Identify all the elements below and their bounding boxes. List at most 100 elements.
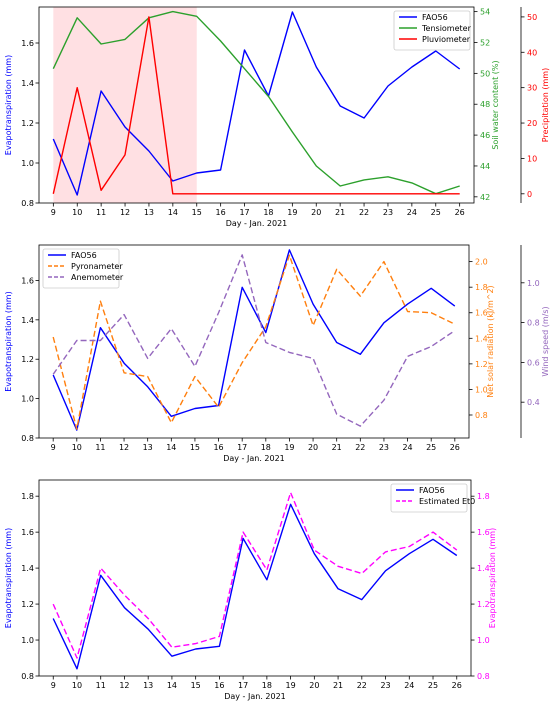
x-tick-label: 16 xyxy=(213,443,223,452)
x-tick-label: 26 xyxy=(452,681,462,690)
y-tick-label: 1.2 xyxy=(21,600,34,609)
y-tick-label: 1.2 xyxy=(21,119,34,128)
legend-box xyxy=(393,10,471,51)
x-tick-label: 14 xyxy=(168,208,178,217)
y-tick-label-right: 1.2 xyxy=(475,360,488,369)
y-axis-label-left: Evapotranspiration (mm) xyxy=(4,528,13,628)
x-tick-label: 11 xyxy=(96,208,106,217)
y-tick-label: 1.8 xyxy=(21,492,34,501)
x-tick-label: 14 xyxy=(167,681,177,690)
x-tick-label: 18 xyxy=(263,208,273,217)
chart-panel-3: 9 10 11 12 13 14 15 16 17 18 19 20 21 22 23 24 25 26 Day -… xyxy=(4,479,497,701)
chart-panel-1: 9 10 11 12 13 14 15 16 17 18 19 20 21 22 23 24 25 26 Day -… xyxy=(4,6,550,228)
plot-frame xyxy=(38,244,470,439)
x-tick-label: 11 xyxy=(95,443,105,452)
x-tick-label: 25 xyxy=(431,208,441,217)
y-tick-label-right: 52 xyxy=(480,38,490,47)
x-tick-label: 22 xyxy=(357,681,367,690)
x-tick-label: 20 xyxy=(311,208,321,217)
y-tick-label-right: 50 xyxy=(480,69,490,78)
y-tick-label: 1.4 xyxy=(21,316,34,325)
plot-frame xyxy=(38,479,472,677)
y-tick-label-right: 1.0 xyxy=(527,279,540,288)
y-tick-label: 1.6 xyxy=(21,528,34,537)
legend-label: FAO56 xyxy=(71,251,97,260)
y-tick-label-right: 0.8 xyxy=(475,411,488,420)
x-tick-label: 12 xyxy=(119,681,129,690)
x-tick-label: 9 xyxy=(51,681,56,690)
legend-label: Anemometer xyxy=(71,273,124,282)
legend-box xyxy=(390,483,468,513)
x-tick-label: 18 xyxy=(262,681,272,690)
y-tick-label-right: 0.6 xyxy=(527,358,540,367)
y-tick-label: 1.6 xyxy=(21,39,34,48)
x-tick-label: 15 xyxy=(190,443,200,452)
y-tick-label-right: 1.4 xyxy=(475,334,488,343)
y-tick-label-right: 46 xyxy=(480,131,490,140)
series-line-fao56 xyxy=(52,503,458,670)
y-tick-label-right: 1.0 xyxy=(475,385,488,394)
x-tick-label: 21 xyxy=(333,681,343,690)
x-tick-label: 23 xyxy=(383,208,393,217)
x-tick-label: 19 xyxy=(284,443,294,452)
y-tick-label-right: 1.6 xyxy=(477,528,490,537)
x-tick-label: 10 xyxy=(72,443,82,452)
y-tick-label-right: 20 xyxy=(527,119,537,128)
y-tick-label: 0.8 xyxy=(21,672,34,681)
x-tick-label: 24 xyxy=(407,208,417,217)
shaded-region xyxy=(53,7,197,203)
y-tick-label: 0.8 xyxy=(21,199,34,208)
x-tick-label: 19 xyxy=(286,681,296,690)
x-tick-label: 20 xyxy=(308,443,318,452)
y-axis-label-right: Soil water content (%) xyxy=(491,60,500,149)
series-line-anemometer xyxy=(52,254,456,427)
y-tick-label: 1.0 xyxy=(21,636,34,645)
legend-label: Pluviometer xyxy=(422,35,471,44)
legend-label: Estimated Et0 xyxy=(419,497,475,506)
legend-label: FAO56 xyxy=(419,486,445,495)
x-tick-label: 18 xyxy=(261,443,271,452)
x-tick-label: 23 xyxy=(379,443,389,452)
legend: FAO56 Pyronameter Anemometer xyxy=(42,248,124,289)
series-line-estimated-et0 xyxy=(52,491,458,659)
x-tick-label: 23 xyxy=(380,681,390,690)
x-tick-label: 12 xyxy=(119,443,129,452)
y-tick-label-right: 1.0 xyxy=(477,636,490,645)
x-tick-label: 10 xyxy=(72,208,82,217)
x-tick-label: 22 xyxy=(355,443,365,452)
x-tick-label: 15 xyxy=(191,681,201,690)
y-tick-label-right: 2.0 xyxy=(475,258,488,267)
y-tick-label-right: 0.8 xyxy=(527,319,540,328)
x-tick-label: 14 xyxy=(166,443,176,452)
x-tick-label: 24 xyxy=(404,681,414,690)
y-tick-label: 1.4 xyxy=(21,564,34,573)
y-tick-label-right: 54 xyxy=(480,8,490,17)
x-tick-label: 13 xyxy=(144,208,154,217)
x-tick-label: 22 xyxy=(359,208,369,217)
x-tick-label: 10 xyxy=(72,681,82,690)
legend: FAO56 Tensiometer Pluviometer xyxy=(393,10,472,51)
y-tick-label-right: 1.8 xyxy=(475,283,488,292)
y-axis-label-left: Evapotranspiration (mm) xyxy=(4,291,13,391)
series-line-fao56 xyxy=(52,11,461,196)
y-tick-label-right: 1.8 xyxy=(477,492,490,501)
x-tick-label: 25 xyxy=(428,681,438,690)
x-tick-label: 16 xyxy=(216,208,226,217)
x-tick-label: 26 xyxy=(455,208,465,217)
x-tick-label: 13 xyxy=(143,443,153,452)
y-tick-label: 1.4 xyxy=(21,79,34,88)
y-axis-label-right: Precipitation (mm) xyxy=(541,68,550,142)
series-line-fao56 xyxy=(52,249,456,431)
x-tick-label: 17 xyxy=(238,681,248,690)
y-axis-label-right: Net solar radiation (kJ/m^2) xyxy=(486,285,495,397)
x-axis-label: Day - Jan. 2021 xyxy=(226,219,288,228)
y-tick-label-right: 0 xyxy=(527,190,532,199)
legend: FAO56 Estimated Et0 xyxy=(390,483,475,513)
series-line-pluviometer xyxy=(52,16,460,195)
chart-panel-2: 9 10 11 12 13 14 15 16 17 18 19 20 21 22 23 24 25 26 Day -… xyxy=(4,244,550,463)
y-axis-label-right: Wind speed (m/s) xyxy=(541,306,550,376)
y-tick-label: 1.2 xyxy=(21,355,34,364)
y-tick-label-right: 1.4 xyxy=(477,564,490,573)
x-tick-label: 26 xyxy=(450,443,460,452)
